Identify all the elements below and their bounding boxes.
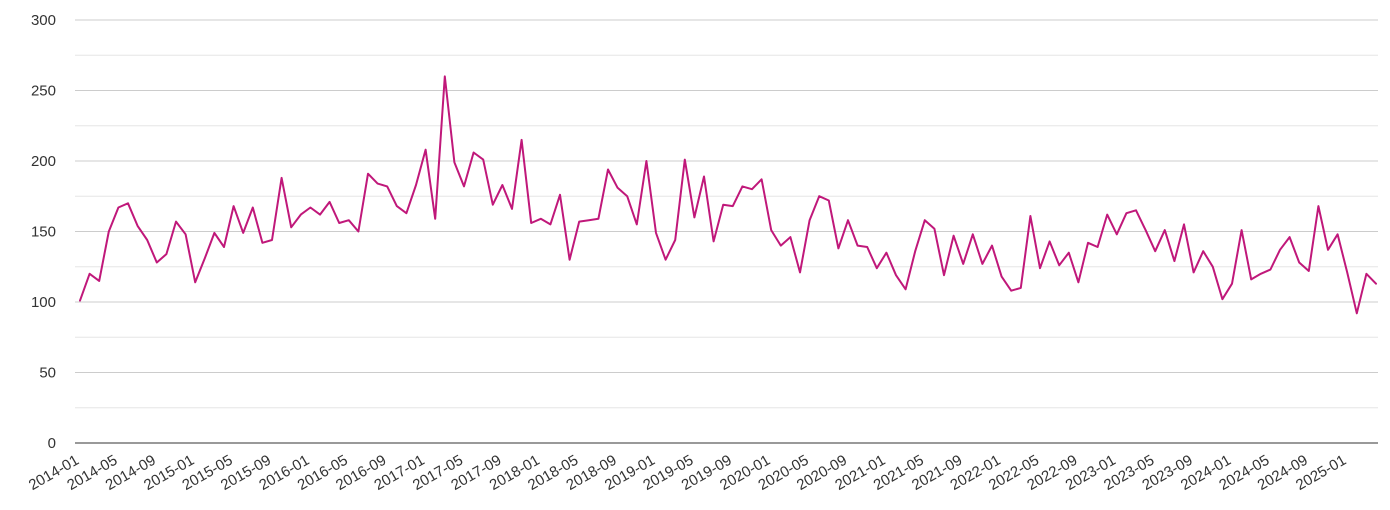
gridlines: [75, 19, 1378, 409]
y-axis-tick-labels: 0 50 100 150 200 250 300: [31, 12, 56, 452]
y-tick-label: 200: [31, 153, 56, 170]
y-tick-label: 100: [31, 294, 56, 311]
series-group: [79, 75, 1377, 315]
y-tick-label: 150: [31, 224, 56, 241]
y-tick-label: 50: [39, 365, 56, 382]
y-tick-label: 0: [48, 435, 56, 452]
y-tick-label: 300: [31, 12, 56, 29]
series-line: [79, 75, 1377, 315]
y-tick-label: 250: [31, 83, 56, 100]
x-axis-tick-labels: 2014-012014-052014-092015-012015-052015-…: [26, 452, 1349, 494]
